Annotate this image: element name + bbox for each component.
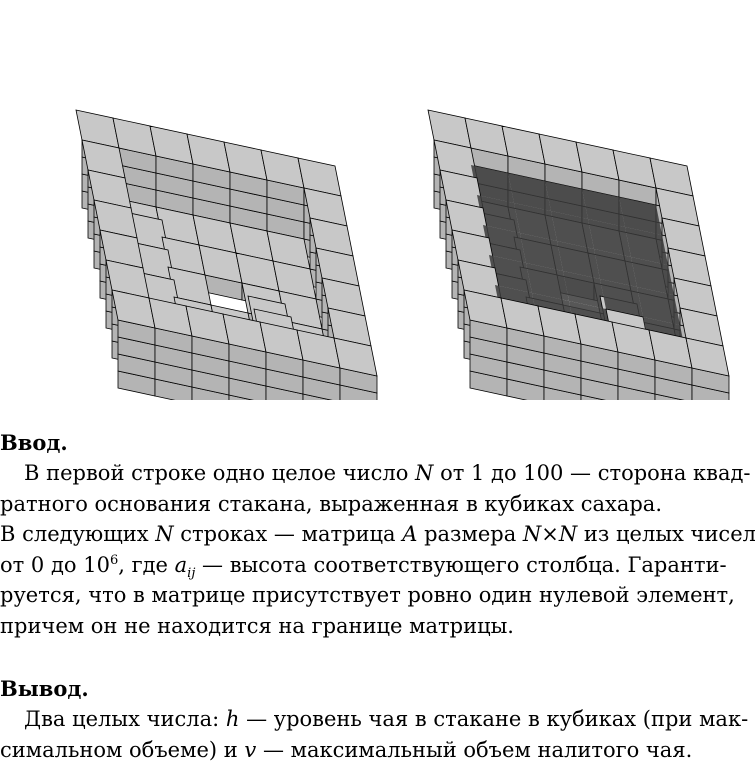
output-section: Вывод. Два целых числа: h — уровень чая … [0,674,755,765]
output-heading: Вывод. [0,674,755,704]
output-text: Два целых числа: h — уровень чая в стака… [0,704,755,765]
input-line-4: от 0 до 106, где aij — высота соответств… [0,550,755,581]
filled-glass-figure [428,110,729,400]
input-line-1: В первой строке одно целое число N от 1 … [0,458,755,489]
input-heading: Ввод. [0,428,755,458]
glass-illustrations [0,0,755,400]
input-section: Ввод. В первой строке одно целое число N… [0,428,755,641]
empty-glass-figure [76,110,377,400]
output-line-2: симальном объеме) и v — максимальный объ… [0,735,755,765]
input-line-2: ратного основания стакана, выраженная в … [0,489,755,520]
input-text: В первой строке одно целое число N от 1 … [0,458,755,641]
output-line-1: Два целых числа: h — уровень чая в стака… [0,704,755,735]
input-line-5: руется, что в матрице присутствует ровно… [0,580,755,611]
input-line-3: В следующих N строках — матрица A размер… [0,519,755,550]
input-line-6: причем он не находится на границе матриц… [0,611,755,642]
